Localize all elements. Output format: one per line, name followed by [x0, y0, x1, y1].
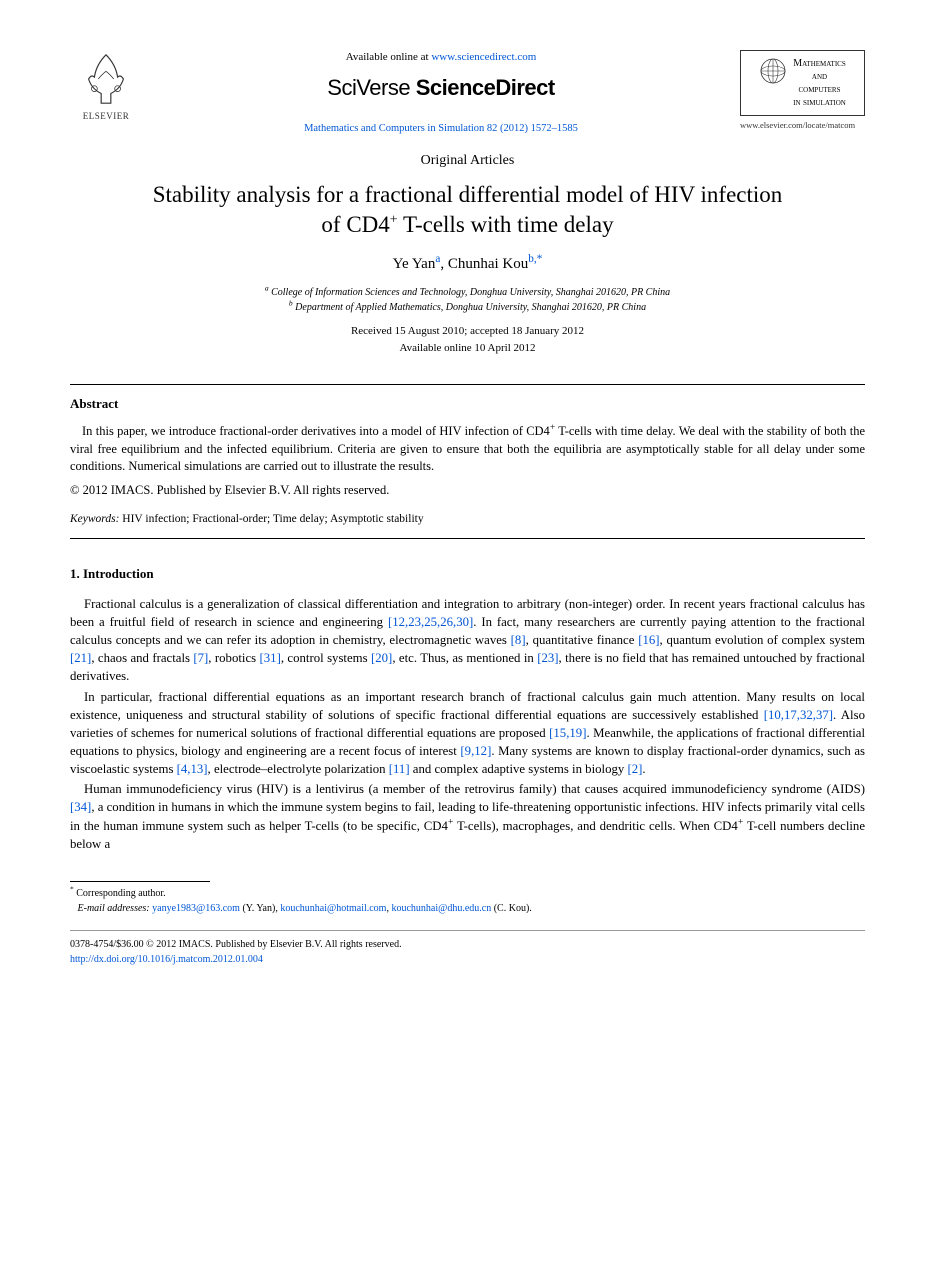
journal-cover-box: Mathematics and computers in simulation … — [740, 50, 865, 132]
journal-citation: Mathematics and Computers in Simulation … — [162, 122, 720, 137]
intro-paragraph-2: In particular, fractional differential e… — [70, 688, 865, 779]
authors: Ye Yana, Chunhai Koub,* — [70, 254, 865, 275]
ref-link[interactable]: [15,19] — [549, 726, 586, 740]
article-type: Original Articles — [70, 151, 865, 171]
keywords: Keywords: HIV infection; Fractional-orde… — [70, 511, 865, 527]
ref-link[interactable]: [11] — [389, 762, 410, 776]
elsevier-tree-icon — [77, 50, 135, 108]
ref-link[interactable]: [9,12] — [460, 744, 491, 758]
divider — [70, 538, 865, 539]
email-link[interactable]: kouchunhai@dhu.edu.cn — [391, 903, 491, 914]
ref-link[interactable]: [16] — [638, 633, 659, 647]
affiliations: a College of Information Sciences and Te… — [70, 285, 865, 315]
platform-brand: SciVerse ScienceDirect — [162, 73, 720, 104]
publisher-name: ELSEVIER — [70, 110, 142, 123]
abstract-text: In this paper, we introduce fractional-o… — [70, 423, 865, 476]
section-heading-intro: 1. Introduction — [70, 565, 865, 583]
email-link[interactable]: kouchunhai@hotmail.com — [280, 903, 386, 914]
copyright: © 2012 IMACS. Published by Elsevier B.V.… — [70, 482, 865, 500]
ref-link[interactable]: [20] — [371, 651, 392, 665]
available-online: Available online at www.sciencedirect.co… — [162, 50, 720, 65]
ref-link[interactable]: [23] — [537, 651, 558, 665]
ref-link[interactable]: [21] — [70, 651, 91, 665]
footer: 0378-4754/$36.00 © 2012 IMACS. Published… — [70, 937, 865, 967]
corresponding-link[interactable]: * — [537, 256, 543, 272]
ref-link[interactable]: [4,13] — [177, 762, 208, 776]
abstract-heading: Abstract — [70, 395, 865, 413]
center-header: Available online at www.sciencedirect.co… — [142, 50, 740, 137]
footer-divider — [70, 930, 865, 931]
header-row: ELSEVIER Available online at www.science… — [70, 50, 865, 137]
intro-paragraph-1: Fractional calculus is a generalization … — [70, 595, 865, 686]
ref-link[interactable]: [8] — [511, 633, 526, 647]
intro-paragraph-3: Human immunodeficiency virus (HIV) is a … — [70, 780, 865, 853]
ref-link[interactable]: [31] — [260, 651, 281, 665]
ref-link[interactable]: [12,23,25,26,30] — [388, 615, 473, 629]
ref-link[interactable]: [2] — [627, 762, 642, 776]
globe-icon — [759, 57, 787, 85]
article-dates: Received 15 August 2010; accepted 18 Jan… — [70, 323, 865, 356]
footnote-divider — [70, 881, 210, 882]
sciencedirect-link[interactable]: www.sciencedirect.com — [431, 51, 536, 63]
divider — [70, 384, 865, 385]
doi-link[interactable]: http://dx.doi.org/10.1016/j.matcom.2012.… — [70, 954, 263, 965]
email-link[interactable]: yanye1983@163.com — [152, 903, 240, 914]
article-title: Stability analysis for a fractional diff… — [70, 180, 865, 240]
footnote: * Corresponding author. E-mail addresses… — [70, 886, 865, 916]
ref-link[interactable]: [7] — [193, 651, 208, 665]
ref-link[interactable]: [10,17,32,37] — [764, 708, 833, 722]
ref-link[interactable]: [34] — [70, 800, 91, 814]
affil-link-b[interactable]: b, — [528, 256, 536, 272]
publisher-logo: ELSEVIER — [70, 50, 142, 123]
journal-homepage: www.elsevier.com/locate/matcom — [740, 120, 865, 132]
journal-name: Mathematics and computers in simulation — [793, 57, 846, 109]
